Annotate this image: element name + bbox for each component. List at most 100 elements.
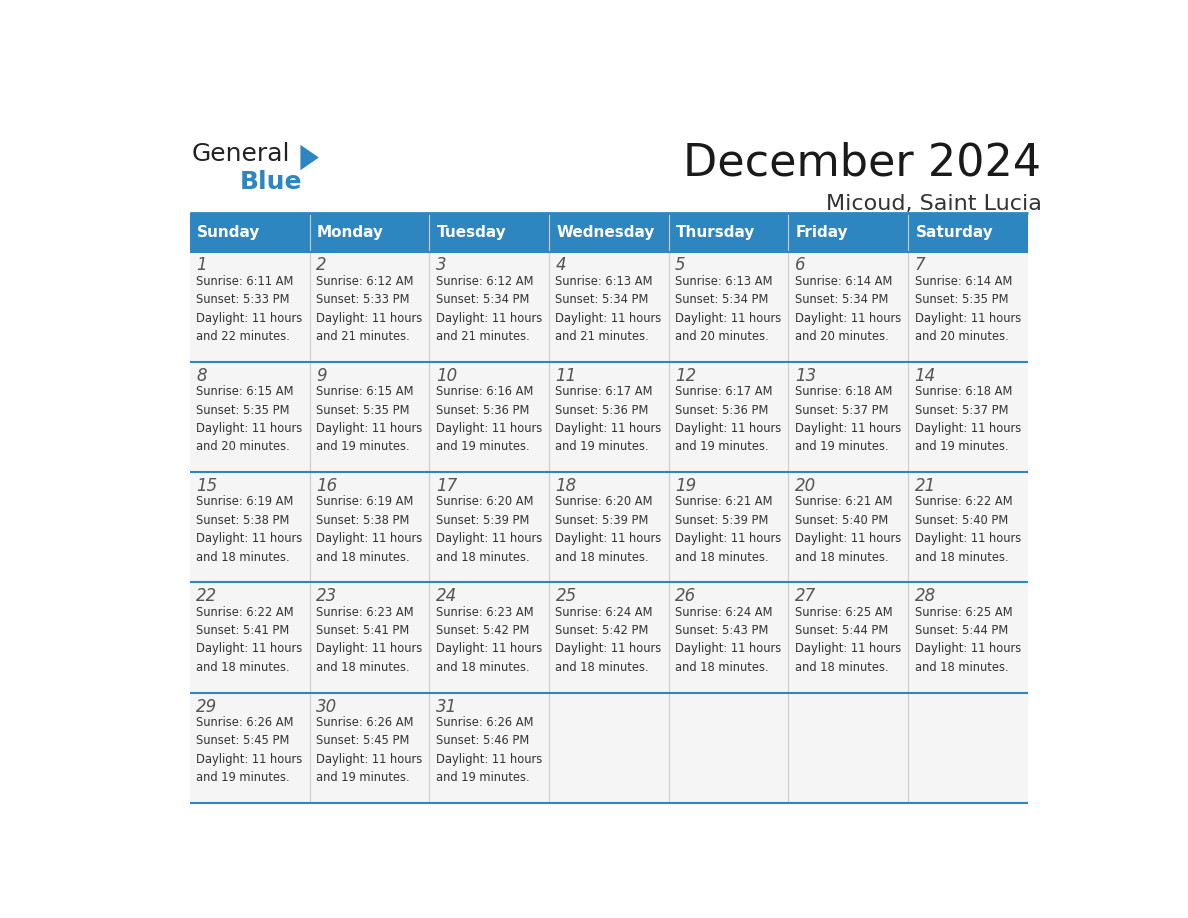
FancyBboxPatch shape	[669, 213, 789, 252]
Text: Daylight: 11 hours: Daylight: 11 hours	[196, 753, 303, 766]
Text: and 21 minutes.: and 21 minutes.	[316, 330, 410, 343]
FancyBboxPatch shape	[549, 582, 669, 692]
Text: Sunrise: 6:18 AM: Sunrise: 6:18 AM	[795, 386, 892, 398]
FancyBboxPatch shape	[310, 582, 429, 692]
Text: 11: 11	[556, 367, 576, 385]
Text: Sunrise: 6:24 AM: Sunrise: 6:24 AM	[556, 606, 653, 619]
Text: Sunrise: 6:21 AM: Sunrise: 6:21 AM	[795, 496, 892, 509]
Text: 24: 24	[436, 588, 457, 605]
Text: Sunset: 5:37 PM: Sunset: 5:37 PM	[915, 404, 1009, 417]
Text: Sunrise: 6:25 AM: Sunrise: 6:25 AM	[795, 606, 892, 619]
Text: Sunset: 5:36 PM: Sunset: 5:36 PM	[675, 404, 769, 417]
FancyBboxPatch shape	[549, 213, 669, 252]
Text: and 18 minutes.: and 18 minutes.	[436, 661, 530, 674]
Text: 2: 2	[316, 256, 327, 274]
Text: and 18 minutes.: and 18 minutes.	[915, 551, 1009, 564]
Text: Sunrise: 6:22 AM: Sunrise: 6:22 AM	[196, 606, 293, 619]
Text: Blue: Blue	[240, 170, 302, 195]
Text: Daylight: 11 hours: Daylight: 11 hours	[196, 422, 303, 435]
Text: Sunset: 5:45 PM: Sunset: 5:45 PM	[316, 734, 410, 747]
FancyBboxPatch shape	[429, 692, 549, 803]
Text: Sunset: 5:34 PM: Sunset: 5:34 PM	[436, 293, 529, 307]
Text: Sunrise: 6:18 AM: Sunrise: 6:18 AM	[915, 386, 1012, 398]
Text: and 20 minutes.: and 20 minutes.	[915, 330, 1009, 343]
Text: and 19 minutes.: and 19 minutes.	[675, 441, 769, 453]
Text: and 18 minutes.: and 18 minutes.	[196, 661, 290, 674]
Text: Daylight: 11 hours: Daylight: 11 hours	[436, 422, 542, 435]
FancyBboxPatch shape	[429, 252, 549, 362]
FancyBboxPatch shape	[789, 472, 908, 582]
FancyBboxPatch shape	[908, 582, 1028, 692]
Text: Sunrise: 6:15 AM: Sunrise: 6:15 AM	[316, 386, 413, 398]
FancyBboxPatch shape	[310, 692, 429, 803]
FancyBboxPatch shape	[310, 252, 429, 362]
Text: 8: 8	[196, 367, 207, 385]
Text: Daylight: 11 hours: Daylight: 11 hours	[795, 311, 901, 325]
Text: Sunrise: 6:13 AM: Sunrise: 6:13 AM	[556, 274, 653, 288]
Text: Sunset: 5:36 PM: Sunset: 5:36 PM	[556, 404, 649, 417]
Text: 14: 14	[915, 367, 936, 385]
Text: and 19 minutes.: and 19 minutes.	[436, 441, 530, 453]
Text: 23: 23	[316, 588, 337, 605]
Text: Sunrise: 6:11 AM: Sunrise: 6:11 AM	[196, 274, 293, 288]
FancyBboxPatch shape	[429, 582, 549, 692]
Text: 6: 6	[795, 256, 805, 274]
Text: Sunset: 5:39 PM: Sunset: 5:39 PM	[436, 514, 529, 527]
Text: and 20 minutes.: and 20 minutes.	[196, 441, 290, 453]
Text: and 19 minutes.: and 19 minutes.	[795, 441, 889, 453]
Text: 27: 27	[795, 588, 816, 605]
Text: Sunrise: 6:20 AM: Sunrise: 6:20 AM	[556, 496, 653, 509]
FancyBboxPatch shape	[429, 472, 549, 582]
Text: Sunrise: 6:13 AM: Sunrise: 6:13 AM	[675, 274, 772, 288]
Text: Sunrise: 6:25 AM: Sunrise: 6:25 AM	[915, 606, 1012, 619]
Text: Monday: Monday	[317, 225, 384, 240]
Text: Wednesday: Wednesday	[556, 225, 655, 240]
Text: Daylight: 11 hours: Daylight: 11 hours	[436, 753, 542, 766]
Text: and 21 minutes.: and 21 minutes.	[436, 330, 530, 343]
Text: Daylight: 11 hours: Daylight: 11 hours	[915, 532, 1020, 545]
Text: Sunrise: 6:26 AM: Sunrise: 6:26 AM	[316, 716, 413, 729]
Text: December 2024: December 2024	[683, 142, 1042, 185]
Text: 21: 21	[915, 477, 936, 495]
Text: 22: 22	[196, 588, 217, 605]
Text: Daylight: 11 hours: Daylight: 11 hours	[556, 643, 662, 655]
FancyBboxPatch shape	[190, 692, 310, 803]
FancyBboxPatch shape	[789, 692, 908, 803]
Text: and 18 minutes.: and 18 minutes.	[556, 661, 649, 674]
Text: Daylight: 11 hours: Daylight: 11 hours	[675, 643, 782, 655]
Text: Daylight: 11 hours: Daylight: 11 hours	[316, 422, 422, 435]
Text: Sunrise: 6:14 AM: Sunrise: 6:14 AM	[915, 274, 1012, 288]
Text: Sunset: 5:41 PM: Sunset: 5:41 PM	[316, 624, 410, 637]
Text: Daylight: 11 hours: Daylight: 11 hours	[316, 532, 422, 545]
Text: Sunset: 5:44 PM: Sunset: 5:44 PM	[915, 624, 1007, 637]
FancyBboxPatch shape	[549, 252, 669, 362]
Text: Daylight: 11 hours: Daylight: 11 hours	[915, 311, 1020, 325]
Text: Sunset: 5:36 PM: Sunset: 5:36 PM	[436, 404, 529, 417]
FancyBboxPatch shape	[908, 472, 1028, 582]
Text: and 21 minutes.: and 21 minutes.	[556, 330, 649, 343]
FancyBboxPatch shape	[190, 252, 310, 362]
Polygon shape	[301, 145, 318, 170]
FancyBboxPatch shape	[669, 362, 789, 472]
FancyBboxPatch shape	[789, 582, 908, 692]
Text: Sunset: 5:39 PM: Sunset: 5:39 PM	[556, 514, 649, 527]
Text: and 19 minutes.: and 19 minutes.	[915, 441, 1009, 453]
FancyBboxPatch shape	[429, 213, 549, 252]
Text: Sunrise: 6:21 AM: Sunrise: 6:21 AM	[675, 496, 772, 509]
Text: Sunset: 5:38 PM: Sunset: 5:38 PM	[316, 514, 410, 527]
Text: Daylight: 11 hours: Daylight: 11 hours	[795, 422, 901, 435]
Text: and 22 minutes.: and 22 minutes.	[196, 330, 290, 343]
Text: and 19 minutes.: and 19 minutes.	[196, 771, 290, 784]
FancyBboxPatch shape	[669, 252, 789, 362]
Text: 31: 31	[436, 698, 457, 715]
Text: Sunset: 5:33 PM: Sunset: 5:33 PM	[316, 293, 410, 307]
Text: 1: 1	[196, 256, 207, 274]
Text: 16: 16	[316, 477, 337, 495]
Text: 30: 30	[316, 698, 337, 715]
Text: and 19 minutes.: and 19 minutes.	[316, 441, 410, 453]
Text: Sunset: 5:34 PM: Sunset: 5:34 PM	[795, 293, 889, 307]
Text: 18: 18	[556, 477, 576, 495]
Text: Sunrise: 6:19 AM: Sunrise: 6:19 AM	[316, 496, 413, 509]
Text: and 18 minutes.: and 18 minutes.	[795, 661, 889, 674]
Text: Sunset: 5:46 PM: Sunset: 5:46 PM	[436, 734, 529, 747]
